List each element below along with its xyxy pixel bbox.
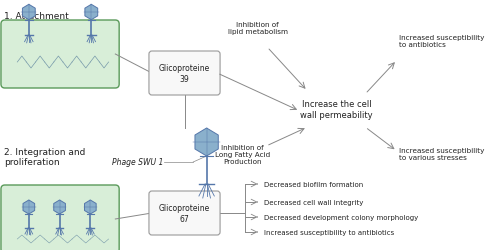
Text: Increased susceptibility
to antibiotics: Increased susceptibility to antibiotics: [399, 35, 484, 48]
Text: Decreased cell wall integrity: Decreased cell wall integrity: [264, 199, 364, 205]
Text: Increased susceptibility to antibiotics: Increased susceptibility to antibiotics: [264, 229, 394, 235]
Text: Increase the cell
wall permeability: Increase the cell wall permeability: [300, 100, 372, 119]
FancyBboxPatch shape: [1, 21, 119, 89]
Polygon shape: [84, 200, 96, 214]
Polygon shape: [23, 200, 34, 214]
Polygon shape: [22, 5, 35, 20]
Text: Glicoproteine
67: Glicoproteine 67: [159, 204, 210, 223]
Text: Phage SWU 1: Phage SWU 1: [112, 158, 164, 167]
Text: Decreased biofilm formation: Decreased biofilm formation: [264, 181, 364, 187]
FancyBboxPatch shape: [149, 52, 220, 96]
Text: Increased susceptibility
to various stresses: Increased susceptibility to various stre…: [399, 148, 484, 160]
Polygon shape: [54, 200, 66, 214]
FancyBboxPatch shape: [149, 191, 220, 235]
Text: Inhibition of
lipid metabolism: Inhibition of lipid metabolism: [228, 22, 288, 35]
Text: 1. Attachment: 1. Attachment: [4, 12, 68, 21]
Text: Decreased development colony morphology: Decreased development colony morphology: [264, 214, 418, 220]
FancyBboxPatch shape: [1, 185, 119, 250]
Text: Inhibition of
Long Fatty Acid
Production: Inhibition of Long Fatty Acid Production: [214, 144, 270, 164]
Text: Glicoproteine
39: Glicoproteine 39: [159, 64, 210, 83]
Text: 2. Integration and
proliferation: 2. Integration and proliferation: [4, 148, 85, 167]
Polygon shape: [85, 5, 98, 20]
Polygon shape: [195, 128, 218, 156]
